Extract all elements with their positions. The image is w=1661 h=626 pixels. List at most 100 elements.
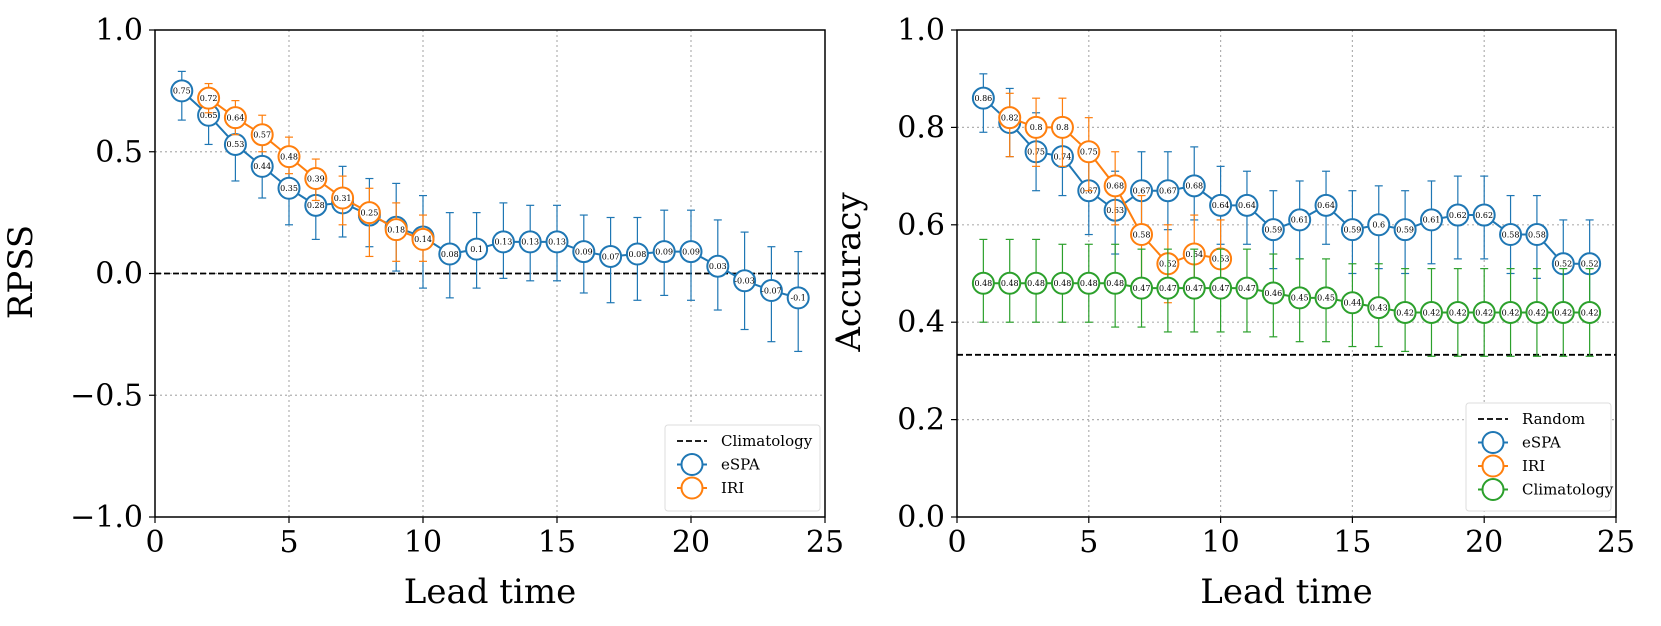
data-label: 0.59 bbox=[1396, 225, 1414, 234]
data-point bbox=[998, 271, 1022, 295]
x-tick-label: 0 bbox=[947, 525, 966, 560]
data-label: 0.09 bbox=[575, 247, 593, 256]
legend-label: IRI bbox=[721, 479, 744, 497]
data-point bbox=[1551, 300, 1575, 324]
data-point bbox=[357, 201, 381, 225]
data-label: 0.59 bbox=[1264, 225, 1282, 234]
data-point bbox=[250, 154, 274, 178]
data-label: 0.67 bbox=[1133, 187, 1151, 196]
data-label: 0.68 bbox=[1185, 182, 1203, 191]
data-label: 0.42 bbox=[1475, 308, 1493, 317]
data-label: 0.61 bbox=[1423, 216, 1441, 225]
data-label: 0.42 bbox=[1396, 308, 1414, 317]
data-label: 0.46 bbox=[1264, 289, 1282, 298]
legend-marker-swatch bbox=[1481, 478, 1505, 501]
data-label: 0.53 bbox=[226, 140, 244, 149]
x-tick-label: 10 bbox=[1202, 525, 1240, 560]
data-label: 0.14 bbox=[414, 235, 432, 244]
x-axis-label: Lead time bbox=[404, 572, 576, 612]
x-tick-label: 15 bbox=[538, 525, 576, 560]
legend-label: IRI bbox=[1522, 457, 1545, 475]
data-point bbox=[465, 237, 489, 261]
x-tick-label: 5 bbox=[1079, 525, 1098, 560]
data-label: 0.08 bbox=[441, 250, 459, 259]
data-point bbox=[1446, 300, 1470, 324]
data-point bbox=[1525, 223, 1549, 247]
data-point bbox=[1235, 193, 1259, 217]
data-point bbox=[331, 186, 355, 210]
data-point bbox=[625, 242, 649, 266]
data-label: 0.72 bbox=[200, 94, 218, 103]
data-point bbox=[438, 242, 462, 266]
data-label: 0.64 bbox=[1238, 201, 1256, 210]
data-point bbox=[1130, 276, 1154, 300]
data-label: 0.82 bbox=[1001, 113, 1019, 122]
data-point bbox=[1182, 276, 1206, 300]
data-point bbox=[277, 176, 301, 200]
legend-marker-swatch bbox=[680, 453, 704, 476]
y-tick-label: −1.0 bbox=[70, 500, 143, 535]
data-label: 0.42 bbox=[1423, 308, 1441, 317]
data-point bbox=[572, 240, 596, 264]
chart-panel-1: 0.750.650.530.440.350.280.290.240.190.15… bbox=[1, 13, 844, 612]
data-point bbox=[1024, 271, 1048, 295]
data-label: 0.48 bbox=[974, 279, 992, 288]
data-label: -0.07 bbox=[761, 286, 782, 295]
data-point bbox=[170, 79, 194, 103]
data-label: 0.44 bbox=[1343, 299, 1361, 308]
data-point bbox=[1103, 174, 1127, 198]
y-tick-label: 0.2 bbox=[897, 403, 945, 438]
data-label: 0.48 bbox=[280, 152, 298, 161]
data-label: 0.57 bbox=[253, 131, 271, 140]
chart-panel-2: 0.860.810.750.740.670.630.670.670.680.64… bbox=[829, 13, 1635, 612]
y-tick-label: 0.6 bbox=[897, 208, 945, 243]
series-climatology: 0.48 0.48 0.48 0.48 0.48 0.48 0.47 0.47 0.47 0.47… bbox=[971, 238, 1602, 357]
y-axis-label: RPSS bbox=[1, 225, 41, 319]
data-point bbox=[1288, 286, 1312, 310]
axes-frame bbox=[956, 29, 1617, 518]
data-point bbox=[679, 240, 703, 264]
y-tick-label: 0.0 bbox=[897, 500, 945, 535]
data-label: 0.68 bbox=[1106, 182, 1124, 191]
data-point bbox=[786, 286, 810, 310]
data-point bbox=[1578, 300, 1602, 324]
data-point bbox=[652, 240, 676, 264]
data-label: -0.1 bbox=[790, 294, 805, 303]
data-point bbox=[545, 230, 569, 254]
data-label: 0.52 bbox=[1554, 260, 1572, 269]
data-point bbox=[1472, 300, 1496, 324]
data-label: 0.42 bbox=[1449, 308, 1467, 317]
data-label: 0.1 bbox=[470, 245, 483, 254]
series-espa: 0.750.650.530.440.350.280.290.240.190.15… bbox=[170, 70, 810, 353]
data-point bbox=[1261, 281, 1285, 305]
data-label: 0.75 bbox=[1080, 148, 1098, 157]
data-label: 0.28 bbox=[307, 201, 325, 210]
series-line bbox=[181, 90, 799, 299]
data-label: 0.58 bbox=[1502, 230, 1520, 239]
y-tick-label: 1.0 bbox=[897, 13, 945, 48]
data-label: 0.44 bbox=[253, 162, 271, 171]
data-label: 0.86 bbox=[974, 94, 992, 103]
legend-label: Random bbox=[1522, 410, 1585, 428]
data-label: 0.48 bbox=[1027, 279, 1045, 288]
data-label: 0.45 bbox=[1291, 294, 1309, 303]
data-label: 0.18 bbox=[387, 225, 405, 234]
data-point bbox=[1393, 300, 1417, 324]
data-label: 0.59 bbox=[1343, 225, 1361, 234]
data-label: 0.43 bbox=[1370, 303, 1388, 312]
legend-box bbox=[664, 424, 821, 512]
data-label: 0.25 bbox=[360, 208, 378, 217]
x-axis-label: Lead time bbox=[1200, 572, 1372, 612]
data-label: 0.09 bbox=[655, 247, 673, 256]
data-label: 0.42 bbox=[1502, 308, 1520, 317]
data-label: 0.52 bbox=[1581, 260, 1599, 269]
data-label: 0.48 bbox=[1001, 279, 1019, 288]
data-point bbox=[250, 123, 274, 147]
data-label: -0.03 bbox=[734, 277, 755, 286]
x-tick-label: 15 bbox=[1333, 525, 1371, 560]
data-label: 0.47 bbox=[1159, 284, 1177, 293]
data-label: 0.08 bbox=[628, 250, 646, 259]
data-point bbox=[1209, 276, 1233, 300]
data-point bbox=[1077, 140, 1101, 164]
